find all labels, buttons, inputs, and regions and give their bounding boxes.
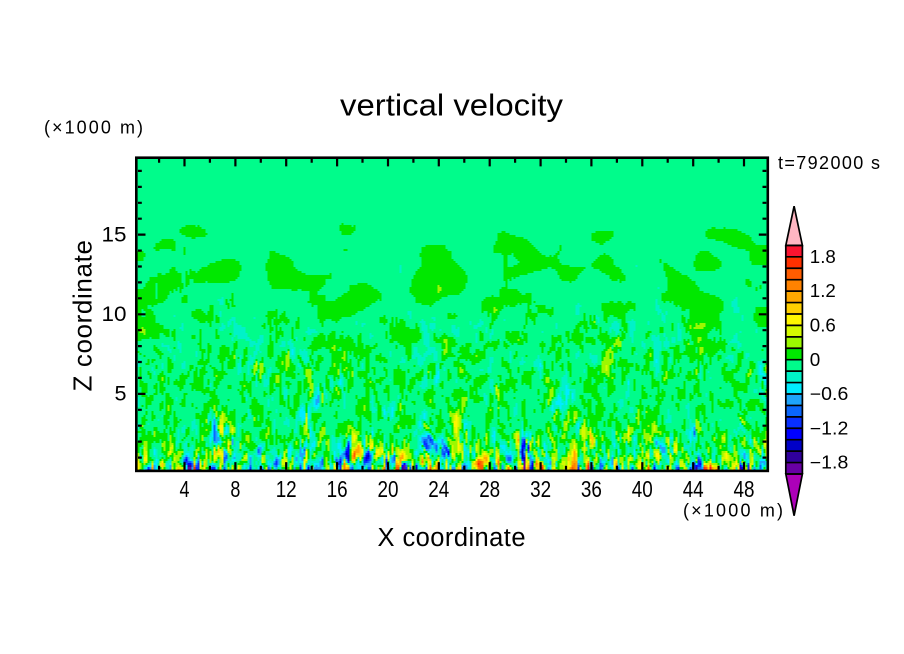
svg-text:32: 32 xyxy=(530,476,551,502)
svg-text:(×1000 m): (×1000 m) xyxy=(683,501,783,521)
svg-text:16: 16 xyxy=(327,476,348,502)
svg-text:X coordinate: X coordinate xyxy=(378,524,526,552)
svg-text:5: 5 xyxy=(115,382,127,406)
svg-text:0: 0 xyxy=(810,350,821,370)
svg-text:10: 10 xyxy=(102,302,127,326)
svg-text:4: 4 xyxy=(180,476,190,502)
svg-text:36: 36 xyxy=(581,476,602,502)
svg-text:1.2: 1.2 xyxy=(810,281,836,301)
svg-text:Z coordinate: Z coordinate xyxy=(68,240,98,392)
svg-text:40: 40 xyxy=(632,476,653,502)
svg-text:28: 28 xyxy=(479,476,500,502)
svg-text:24: 24 xyxy=(428,476,449,502)
svg-text:0.6: 0.6 xyxy=(810,316,836,336)
svg-text:12: 12 xyxy=(276,476,297,502)
svg-text:vertical velocity: vertical velocity xyxy=(340,88,564,123)
svg-text:15: 15 xyxy=(102,222,127,246)
svg-text:−1.8: −1.8 xyxy=(810,453,849,473)
svg-text:(×1000 m): (×1000 m) xyxy=(44,118,143,138)
svg-text:20: 20 xyxy=(378,476,399,502)
svg-text:−1.2: −1.2 xyxy=(810,418,849,438)
svg-text:−0.6: −0.6 xyxy=(810,384,849,404)
svg-text:1.8: 1.8 xyxy=(810,247,836,267)
svg-text:48: 48 xyxy=(734,476,755,502)
svg-text:t=792000 s: t=792000 s xyxy=(778,153,880,173)
svg-text:8: 8 xyxy=(230,476,240,502)
svg-text:44: 44 xyxy=(683,476,704,502)
